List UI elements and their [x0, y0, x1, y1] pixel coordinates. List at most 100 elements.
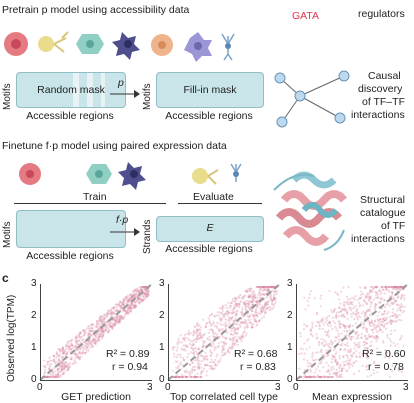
scatter-point: [135, 287, 138, 290]
scatter-point: [127, 307, 130, 310]
scatter-point: [60, 367, 63, 370]
scatter-point: [262, 286, 265, 290]
scatter-point: [362, 310, 365, 313]
scatter-point: [97, 339, 100, 342]
scatter-point: [376, 318, 379, 321]
scatter-point: [303, 323, 306, 326]
scatter-point: [364, 287, 367, 290]
scatter-point: [136, 294, 139, 297]
scatter-point: [61, 366, 64, 369]
scatter-point: [199, 332, 202, 335]
scatter-point: [133, 304, 136, 307]
scatter-point: [134, 305, 137, 308]
scatter-point: [354, 344, 357, 347]
scatter-point: [326, 375, 329, 379]
scatter-point: [197, 354, 200, 357]
scatter-point: [319, 319, 322, 322]
scatter-point: [387, 285, 390, 289]
scatter-point: [213, 367, 216, 370]
scatter-point: [132, 290, 135, 293]
scatter-point: [77, 340, 80, 343]
scatter-point: [118, 321, 121, 324]
scatter-point: [399, 305, 403, 308]
scatter-point: [330, 360, 333, 364]
scatter-point: [194, 325, 197, 328]
scatter-point: [63, 348, 66, 351]
scatter-point: [386, 322, 389, 325]
scatter-point: [212, 322, 215, 325]
scatter-point: [300, 347, 303, 350]
scatter-point: [97, 336, 100, 339]
scatter-point: [305, 375, 309, 379]
scatter-point: [383, 323, 386, 326]
scatter-point: [320, 318, 323, 321]
scatter-point: [335, 311, 338, 314]
scatter-point: [383, 312, 386, 315]
scatter-point: [386, 333, 389, 337]
scatter-point: [349, 348, 352, 351]
scatter-point: [317, 321, 320, 324]
scatter-point: [374, 291, 377, 294]
scatter-point: [183, 375, 186, 378]
scatter-point: [98, 324, 101, 327]
scatter-point: [244, 306, 247, 309]
scatter-point: [144, 285, 147, 289]
scatter-point: [266, 307, 269, 310]
scatter-point: [271, 285, 274, 289]
scatter-point: [213, 349, 216, 352]
scatter-point: [334, 359, 337, 362]
scatter-point: [269, 285, 272, 289]
scatter-point: [244, 334, 247, 337]
scatter-point: [143, 292, 146, 295]
scatter-point: [118, 320, 121, 323]
scatter-point: [384, 327, 388, 330]
scatter-point: [194, 375, 197, 379]
scatter-point: [208, 321, 211, 324]
scatter-point: [359, 355, 362, 358]
scatter-point: [202, 357, 205, 360]
scatter-point: [190, 346, 193, 350]
scatter-point: [59, 375, 62, 378]
scatter-point: [333, 371, 336, 374]
scatter-point: [364, 343, 367, 346]
scatter-point: [176, 353, 179, 356]
scatter-point: [127, 311, 130, 314]
scatter-point: [134, 292, 137, 295]
scatter-point: [235, 312, 238, 315]
scatter-point: [308, 375, 311, 379]
scatter-point: [221, 349, 224, 352]
scatter-point: [241, 311, 244, 314]
scatter-point: [185, 332, 188, 335]
scatter-point: [371, 328, 374, 332]
scatter-point: [65, 347, 68, 351]
scatter-point: [328, 321, 332, 324]
scatter-point: [109, 324, 112, 327]
scatter-point: [137, 289, 140, 292]
scatter-point: [65, 369, 68, 372]
scatter-point: [309, 375, 312, 379]
scatter-point: [364, 294, 367, 297]
scatter-point: [128, 306, 131, 310]
scatter-point: [173, 375, 176, 379]
scatter-point: [331, 341, 335, 344]
scatter-point: [96, 339, 100, 342]
scatter-point: [353, 372, 356, 375]
scatter-point: [376, 371, 379, 374]
scatter-point: [353, 347, 356, 350]
scatter-point: [303, 368, 306, 372]
scatter-point: [375, 335, 378, 338]
protein-structure-image: [273, 171, 348, 251]
scatter-point: [222, 354, 225, 357]
scatter-point: [145, 291, 148, 294]
scatter-point: [354, 314, 358, 317]
scatter-point: [340, 367, 343, 370]
scatter-point: [265, 308, 268, 311]
scatter-point: [373, 285, 377, 289]
scatter-point: [271, 299, 274, 302]
scatter-point: [46, 360, 49, 363]
scatter-point: [181, 375, 184, 379]
scatter-point: [144, 292, 147, 295]
scatter-point: [113, 324, 116, 327]
y-tick-label: 2: [159, 310, 165, 321]
scatter-point: [243, 322, 246, 325]
